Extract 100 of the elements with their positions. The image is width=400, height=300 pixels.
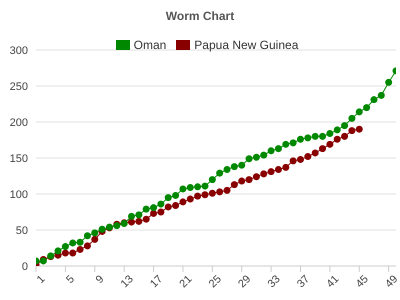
- point: [282, 140, 290, 148]
- point: [230, 181, 238, 188]
- point: [334, 126, 341, 134]
- x-tick-label: 25: [206, 273, 224, 290]
- point: [260, 170, 268, 178]
- point: [224, 186, 231, 194]
- point: [69, 239, 76, 246]
- point: [341, 132, 348, 140]
- point: [252, 154, 260, 161]
- x-tick-label: 13: [118, 273, 136, 290]
- point: [62, 243, 69, 250]
- point: [150, 204, 158, 212]
- point: [216, 188, 224, 196]
- point: [224, 166, 231, 174]
- point: [142, 206, 150, 213]
- y-tick-label: 50: [16, 224, 28, 237]
- point: [356, 126, 363, 133]
- point: [312, 132, 319, 140]
- point: [274, 166, 282, 174]
- point: [334, 136, 341, 143]
- point: [157, 208, 164, 216]
- point: [91, 236, 98, 243]
- point: [128, 212, 136, 220]
- point: [385, 78, 392, 86]
- point: [268, 168, 275, 176]
- point: [370, 96, 378, 104]
- point: [76, 246, 84, 253]
- point: [246, 155, 253, 162]
- point: [326, 140, 334, 148]
- point: [164, 203, 172, 210]
- point: [135, 211, 142, 218]
- y-tick-label: 200: [10, 116, 28, 129]
- y-tick-label: 150: [10, 152, 28, 165]
- point: [69, 250, 76, 257]
- x-tick-label: 9: [94, 273, 106, 286]
- x-tick-label: 41: [324, 273, 342, 290]
- point: [282, 164, 290, 171]
- point: [164, 194, 172, 202]
- point: [312, 149, 319, 156]
- x-tick-label: 49: [383, 273, 400, 290]
- point: [54, 247, 62, 254]
- point: [62, 250, 69, 257]
- x-tick-label: 1: [34, 273, 48, 286]
- point: [348, 114, 356, 122]
- legend-label: Oman: [132, 38, 166, 52]
- point: [296, 136, 304, 143]
- point: [208, 190, 216, 197]
- point: [260, 152, 268, 159]
- point: [356, 108, 363, 116]
- x-tick-label: 21: [177, 273, 195, 290]
- point: [238, 178, 246, 185]
- point: [341, 122, 348, 130]
- point: [201, 191, 208, 198]
- point: [238, 162, 246, 169]
- point: [252, 173, 260, 180]
- point: [179, 198, 186, 206]
- point: [194, 183, 202, 190]
- y-tick-label: 300: [10, 44, 28, 57]
- point: [274, 145, 282, 152]
- point: [268, 147, 275, 154]
- x-tick-label: 33: [266, 273, 283, 290]
- x-tick-label: 37: [294, 273, 312, 290]
- point: [157, 200, 164, 208]
- point: [194, 192, 202, 200]
- x-tick-label: 17: [148, 273, 166, 290]
- chart-title: Worm Chart: [164, 9, 236, 23]
- y-tick-label: 250: [10, 80, 28, 93]
- x-tick-label: 45: [354, 273, 371, 290]
- point: [172, 192, 180, 199]
- point: [186, 184, 194, 192]
- x-tick-label: 5: [64, 273, 78, 286]
- point: [290, 157, 297, 164]
- point: [304, 153, 312, 160]
- point: [208, 176, 216, 184]
- point: [135, 218, 142, 225]
- legend-label: Papua New Guinea: [193, 38, 298, 52]
- point: [319, 145, 326, 152]
- y-tick-label: 100: [10, 188, 28, 201]
- point: [128, 218, 136, 226]
- point: [84, 242, 91, 250]
- point: [290, 139, 297, 146]
- point: [296, 156, 304, 163]
- point: [304, 134, 312, 142]
- point: [84, 232, 91, 240]
- point: [216, 170, 224, 177]
- point: [326, 130, 334, 138]
- point: [201, 182, 208, 190]
- point: [378, 92, 385, 99]
- point: [230, 163, 238, 170]
- point: [150, 210, 158, 217]
- point: [91, 229, 98, 236]
- point: [319, 132, 326, 140]
- point: [142, 216, 150, 223]
- point: [186, 196, 194, 203]
- x-tick-label: 29: [236, 273, 254, 290]
- point: [246, 176, 253, 184]
- point: [348, 127, 356, 134]
- point: [363, 104, 370, 112]
- point: [76, 238, 84, 246]
- point: [179, 185, 186, 192]
